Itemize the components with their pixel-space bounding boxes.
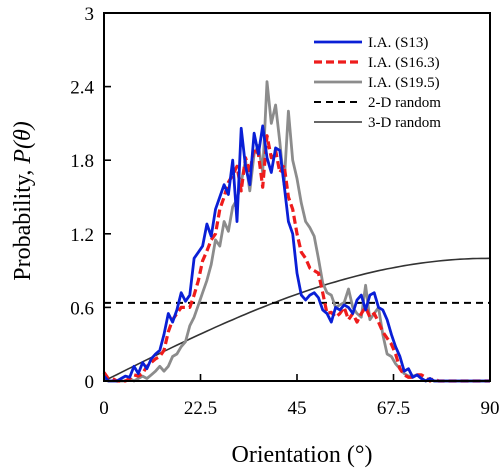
y-tick-label: 1.2 [70, 225, 94, 246]
y-tick-label: 0.6 [70, 298, 94, 319]
legend-label: 2-D random [368, 95, 441, 111]
x-tick-label: 67.5 [377, 398, 410, 419]
y-tick-label: 2.4 [70, 78, 94, 99]
x-tick-label: 90 [481, 398, 500, 419]
x-tick-label: 45 [288, 398, 307, 419]
series-line-i-a-s16-3 [102, 134, 490, 383]
x-tick-label: 0 [99, 398, 109, 419]
y-tick-label: 1.8 [70, 151, 94, 172]
y-axis-title-symbol: P(θ) [10, 121, 36, 164]
x-tick-label: 22.5 [184, 398, 217, 419]
y-axis-title: Probability, P(θ) [10, 121, 36, 281]
y-axis-title-main: Probability, [10, 164, 36, 281]
legend: I.A. (S13) I.A. (S16.3) I.A. (S19.5) 2-D ra… [314, 35, 441, 131]
y-tick-label: 0 [85, 372, 95, 393]
series-line-i-a-s13 [102, 124, 490, 383]
y-tick-label: 3 [85, 4, 95, 25]
series-line-3-d-random [103, 257, 491, 382]
legend-label: I.A. (S19.5) [368, 75, 440, 91]
legend-label: I.A. (S16.3) [368, 55, 440, 71]
axis-ticks: 0 22.5 45 67.5 90 0 0.6 1.2 1.8 2.4 3 [70, 4, 499, 419]
legend-label: I.A. (S13) [368, 35, 428, 51]
legend-label: 3-D random [368, 115, 441, 131]
x-axis-title: Orientation (°) [232, 442, 373, 468]
